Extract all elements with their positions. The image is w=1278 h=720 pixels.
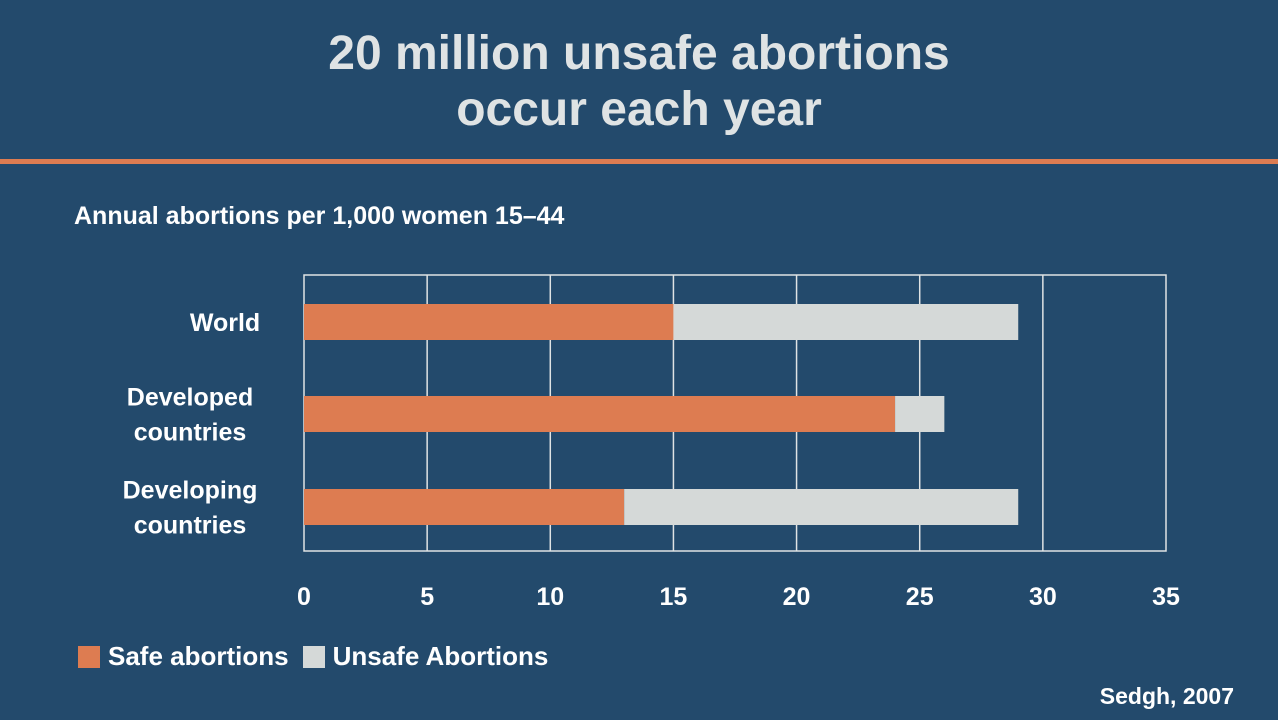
x-tick-label: 10 (536, 583, 564, 611)
legend-swatch-unsafe (303, 646, 325, 668)
bar-unsafe (673, 304, 1018, 340)
source-citation: Sedgh, 2007 (1100, 683, 1234, 710)
slide: 20 million unsafe abortions occur each y… (0, 0, 1278, 720)
bar-chart: 0 5 10 15 20 25 30 35 World Developed countries Dev… (0, 0, 1278, 720)
legend-label-unsafe: Unsafe Abortions (333, 641, 549, 672)
x-tick-label: 0 (297, 583, 311, 611)
bar-unsafe (895, 396, 944, 432)
x-tick-label: 15 (660, 583, 688, 611)
bar-safe (304, 396, 895, 432)
legend-swatch-safe (78, 646, 100, 668)
category-label: Developed countries (127, 384, 253, 447)
x-tick-label: 5 (420, 583, 434, 611)
x-tick-label: 30 (1029, 583, 1057, 611)
legend-item-unsafe: Unsafe Abortions (303, 641, 549, 672)
bar-unsafe (624, 489, 1018, 525)
bar-safe (304, 304, 673, 340)
category-label: Developing countries (123, 477, 258, 540)
legend-item-safe: Safe abortions (78, 641, 289, 672)
x-tick-label: 25 (906, 583, 934, 611)
bar-safe (304, 489, 624, 525)
x-tick-label: 35 (1152, 583, 1180, 611)
legend-label-safe: Safe abortions (108, 641, 289, 672)
x-tick-label: 20 (783, 583, 811, 611)
chart-legend: Safe abortions Unsafe Abortions (78, 641, 562, 672)
category-label: World (190, 309, 260, 337)
